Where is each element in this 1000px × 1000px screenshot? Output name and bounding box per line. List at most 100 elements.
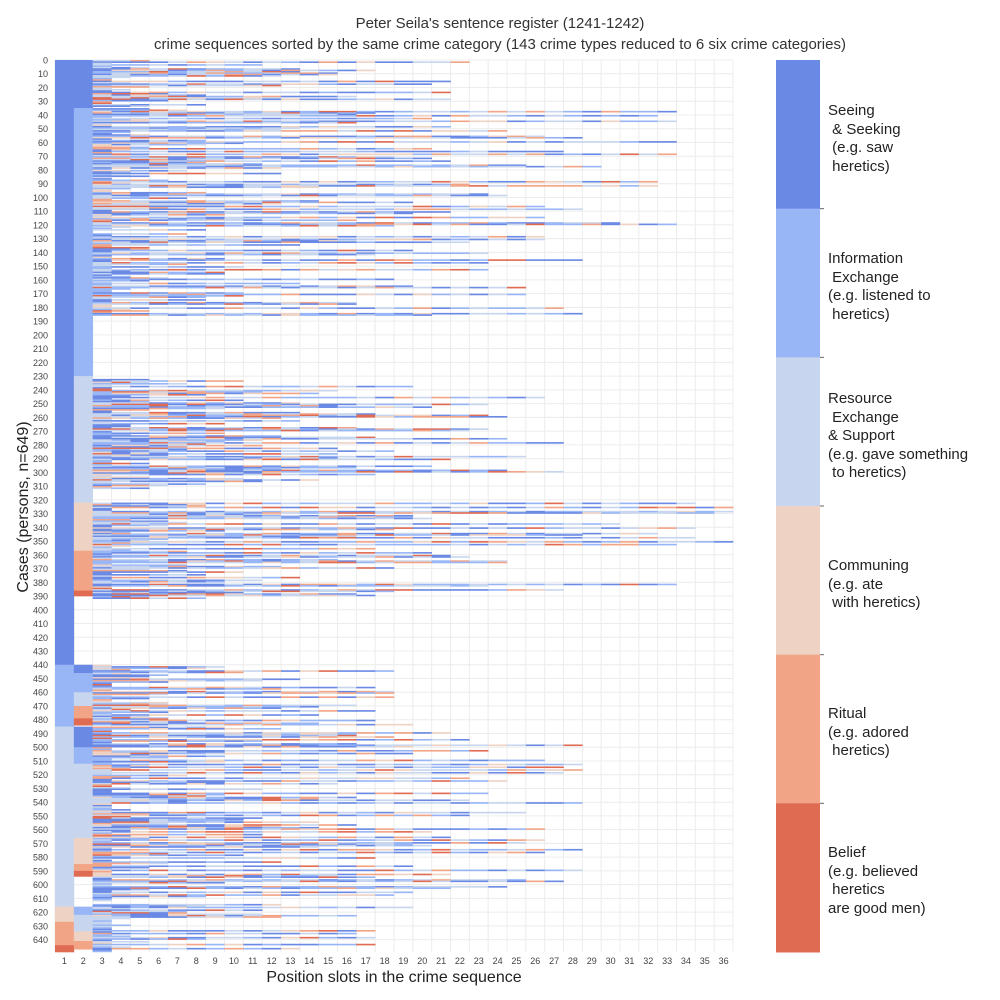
sequence-cell xyxy=(205,472,225,474)
sequence-cell xyxy=(281,314,301,316)
sequence-cell xyxy=(168,727,188,730)
sequence-cell xyxy=(186,436,206,439)
sequence-cell xyxy=(356,414,376,417)
sequence-cell xyxy=(450,777,470,780)
sequence-cell xyxy=(186,286,206,289)
sequence-cell xyxy=(431,848,451,851)
sequence-cell xyxy=(111,270,131,272)
sequence-cell xyxy=(92,403,112,406)
sequence-cell xyxy=(92,820,112,822)
sequence-cell xyxy=(111,844,131,847)
sequence-cell xyxy=(412,759,432,762)
sequence-cell xyxy=(375,561,395,564)
sequence-cell xyxy=(130,513,150,516)
sequence-cell xyxy=(299,222,319,224)
sequence-cell xyxy=(168,185,188,187)
sequence-cell xyxy=(92,721,112,723)
sequence-cell xyxy=(450,851,470,854)
sequence-cell xyxy=(620,502,640,505)
sequence-cell xyxy=(92,705,112,708)
sequence-cell xyxy=(111,167,131,169)
sequence-cell xyxy=(111,828,131,830)
sequence-cell xyxy=(168,141,188,143)
sequence-cell xyxy=(92,776,112,778)
sequence-cell xyxy=(205,510,225,513)
sequence-cell xyxy=(111,787,131,789)
sequence-cell xyxy=(356,560,376,562)
sequence-cell xyxy=(111,565,131,568)
sequence-cell xyxy=(262,745,282,748)
sequence-cell xyxy=(582,512,602,514)
sequence-cell xyxy=(168,851,188,854)
sequence-cell xyxy=(130,875,150,877)
sequence-cell xyxy=(525,839,545,841)
sequence-cell xyxy=(130,73,150,76)
sequence-cell xyxy=(299,160,319,162)
sequence-cell xyxy=(224,253,244,256)
sequence-cell xyxy=(205,295,225,297)
sequence-cell xyxy=(318,429,338,432)
sequence-cell xyxy=(488,534,508,536)
sequence-cell xyxy=(186,824,206,826)
sequence-cell xyxy=(243,516,263,518)
sequence-cell xyxy=(130,204,150,206)
sequence-cell xyxy=(111,670,131,672)
sequence-cell xyxy=(186,743,206,745)
sequence-cell xyxy=(299,873,319,876)
sequence-cell xyxy=(450,222,470,224)
sequence-cell xyxy=(205,432,225,435)
sequence-cell xyxy=(318,114,338,117)
sequence-cell xyxy=(412,886,432,888)
sequence-cell xyxy=(375,183,395,186)
sequence-cell xyxy=(243,285,263,288)
sequence-cell xyxy=(299,723,319,726)
sequence-cell xyxy=(111,815,131,818)
sequence-cell xyxy=(281,851,301,854)
sequence-cell xyxy=(299,293,319,296)
sequence-cell xyxy=(262,796,282,799)
sequence-cell xyxy=(168,432,188,435)
sequence-cell xyxy=(130,802,150,804)
sequence-cell xyxy=(375,396,395,399)
sequence-cell xyxy=(243,679,263,682)
sequence-cell xyxy=(224,506,244,509)
sequence-cell xyxy=(149,447,169,450)
sequence-cell xyxy=(544,259,564,261)
sequence-cell xyxy=(92,207,112,209)
sequence-cell xyxy=(130,843,150,846)
sequence-cell xyxy=(168,788,188,791)
sequence-cell xyxy=(243,278,263,281)
sequence-cell xyxy=(412,235,432,238)
sequence-cell xyxy=(375,429,395,432)
sequence-cell xyxy=(186,235,206,238)
sequence-cell xyxy=(149,429,169,432)
sequence-cell xyxy=(318,514,338,517)
sequence-cell xyxy=(469,268,489,271)
sequence-cell xyxy=(205,426,225,429)
sequence-cell xyxy=(92,444,112,447)
sequence-cell xyxy=(149,266,169,268)
sequence-cell xyxy=(224,435,244,437)
sequence-cell xyxy=(111,158,131,161)
sequence-cell xyxy=(92,557,112,560)
sequence-cell xyxy=(507,771,527,774)
sequence-cell xyxy=(224,385,244,388)
sequence-cell xyxy=(262,732,282,734)
sequence-cell xyxy=(337,249,357,252)
sequence-cell xyxy=(149,503,169,506)
sequence-cell xyxy=(488,185,508,187)
sequence-cell xyxy=(243,707,263,709)
sequence-cell xyxy=(299,777,319,780)
sequence-cell xyxy=(356,436,376,439)
sequence-cell xyxy=(205,873,225,876)
sequence-cell xyxy=(149,520,169,523)
sequence-cell xyxy=(299,857,319,859)
sequence-cell xyxy=(488,216,508,219)
sequence-cell xyxy=(186,219,206,222)
sequence-cell xyxy=(281,238,301,241)
sequence-cell xyxy=(262,799,282,802)
sequence-cell xyxy=(149,701,169,704)
sequence-cell xyxy=(130,448,150,451)
sequence-cell xyxy=(318,135,338,138)
sequence-cell xyxy=(130,514,150,517)
